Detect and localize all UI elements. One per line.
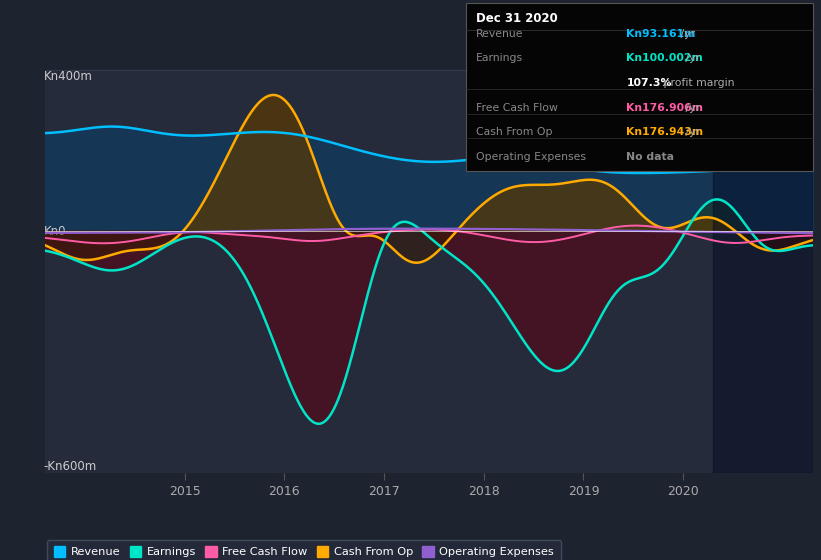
Text: Kn176.906m: Kn176.906m bbox=[626, 102, 704, 113]
Text: Free Cash Flow: Free Cash Flow bbox=[476, 102, 558, 113]
Text: profit margin: profit margin bbox=[660, 78, 735, 88]
Text: Kn176.943m: Kn176.943m bbox=[626, 127, 704, 137]
Text: Kn100.002m: Kn100.002m bbox=[626, 53, 703, 63]
Text: Revenue: Revenue bbox=[476, 29, 524, 39]
Text: Earnings: Earnings bbox=[476, 53, 523, 63]
Text: Kn400m: Kn400m bbox=[44, 70, 93, 83]
Text: Dec 31 2020: Dec 31 2020 bbox=[476, 12, 558, 25]
Text: Kn93.161m: Kn93.161m bbox=[626, 29, 696, 39]
Text: /yr: /yr bbox=[682, 127, 700, 137]
Text: Kn0: Kn0 bbox=[44, 225, 67, 238]
Text: No data: No data bbox=[626, 152, 674, 162]
Legend: Revenue, Earnings, Free Cash Flow, Cash From Op, Operating Expenses: Revenue, Earnings, Free Cash Flow, Cash … bbox=[47, 540, 561, 560]
Bar bbox=[713, 70, 813, 473]
Text: /yr: /yr bbox=[682, 53, 700, 63]
Text: Operating Expenses: Operating Expenses bbox=[476, 152, 586, 162]
Text: /yr: /yr bbox=[682, 102, 700, 113]
Text: -Kn600m: -Kn600m bbox=[44, 460, 97, 473]
Text: /yr: /yr bbox=[677, 29, 695, 39]
Text: Cash From Op: Cash From Op bbox=[476, 127, 553, 137]
Text: 107.3%: 107.3% bbox=[626, 78, 672, 88]
